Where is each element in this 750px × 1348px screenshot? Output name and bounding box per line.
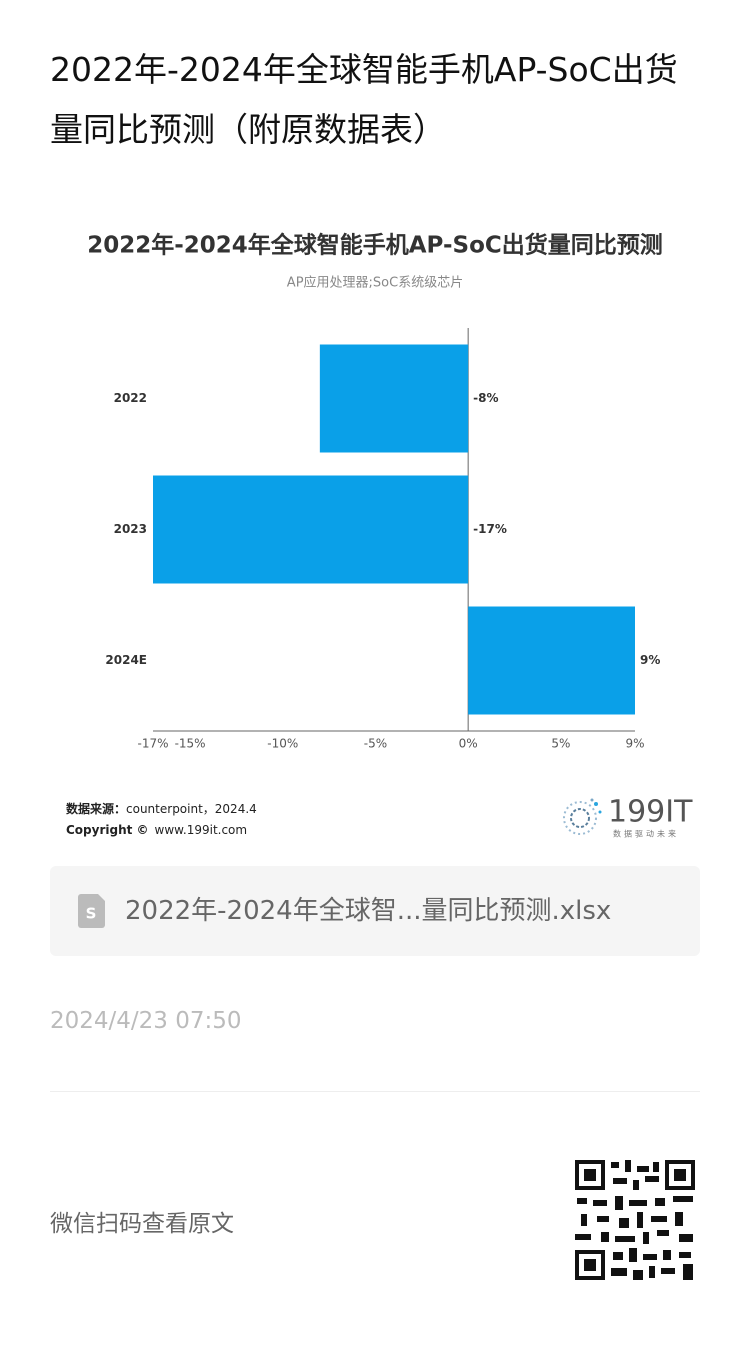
y-tick-label: 2022 [114,391,147,405]
attachment-filename[interactable]: 2022年-2024年全球智...量同比预测.xlsx [125,896,612,926]
svg-text:S: S [86,905,97,923]
chart-title: 2022年-2024年全球智能手机AP-SoC出货量同比预测 [87,232,663,259]
y-tick-label: 2024E [105,653,147,667]
qr-code [575,1160,695,1280]
article-title: 2022年-2024年全球智能手机AP-SoC出货量同比预测（附原数据表） [50,50,678,149]
source: 数据来源：counterpoint，2024.4 [66,801,257,816]
x-tick-label: -15% [175,737,206,751]
source-text: counterpoint，2024.4 [126,802,257,816]
y-tick-label: 2023 [114,522,147,536]
bar [153,475,469,584]
divider [50,1091,700,1092]
value-label: -8% [473,391,498,405]
publish-date: 2024/4/23 07:50 [50,1008,242,1034]
logo-name: 199IT [608,795,693,830]
x-tick-label: -10% [267,737,298,751]
chart-subtitle: AP应用处理器;SoC系统级芯片 [287,275,463,291]
x-tick-label: 5% [551,737,570,751]
copyright: Copyright © www.199it.com [66,823,247,837]
bar [468,606,635,715]
value-label: 9% [640,653,660,667]
bar [319,344,469,453]
chart: 2022年-2024年全球智能手机AP-SoC出货量同比预测 AP应用处理器;S… [66,232,693,839]
scan-text: 微信扫码查看原文 [50,1211,234,1237]
logo-slogan: 数据驱动未来 [613,829,679,839]
copyright-text: www.199it.com [155,823,248,837]
value-label: -17% [473,522,507,536]
file-icon: S [78,894,105,928]
logo-icon [563,798,602,835]
x-tick-label: 9% [625,737,644,751]
x-tick-label: 0% [459,737,478,751]
copyright-label: Copyright © [66,823,149,837]
attachment-card[interactable]: S 2022年-2024年全球智...量同比预测.xlsx [50,866,700,956]
x-tick-label: -5% [364,737,387,751]
source-label: 数据来源： [66,801,126,816]
x-tick-label: -17% [137,737,168,751]
